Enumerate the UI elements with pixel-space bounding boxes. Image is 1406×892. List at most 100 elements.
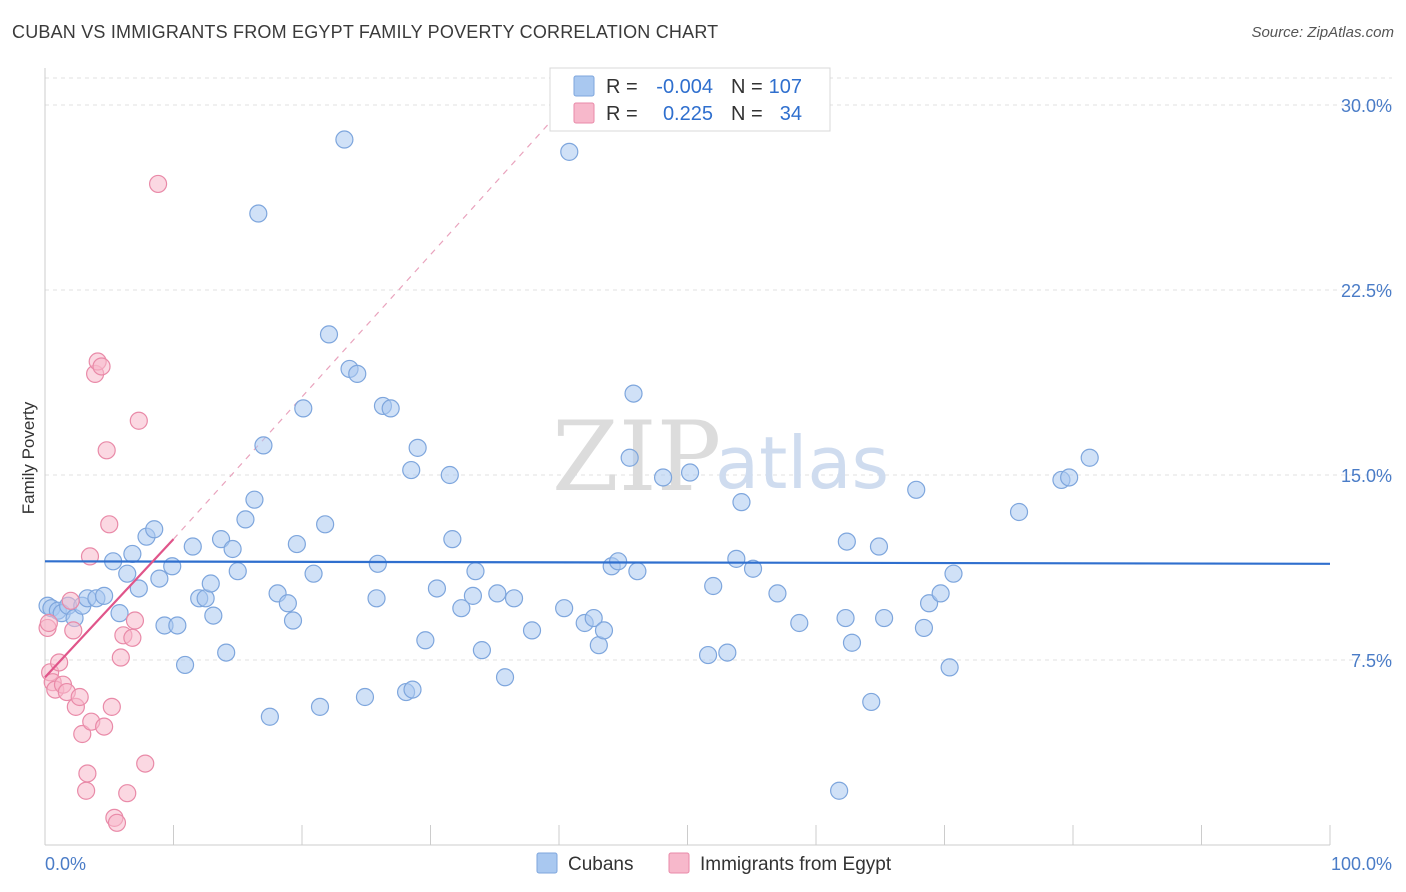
legend-frame: [549, 67, 831, 132]
cuban-point: [837, 532, 856, 551]
cuban-point: [768, 584, 787, 603]
cuban-point: [287, 534, 306, 554]
egypt-point: [61, 591, 80, 610]
cuban-point: [260, 707, 279, 726]
egypt-point: [92, 357, 111, 376]
cuban-point: [620, 448, 639, 467]
y-tick-labels: 7.5% 15.0% 22.5% 30.0%: [1341, 96, 1392, 671]
cuban-point: [653, 468, 673, 487]
cuban-point: [560, 142, 579, 161]
bottom-legend-swatch-egypt: [668, 852, 690, 874]
egypt-point: [111, 648, 130, 667]
cuban-point: [245, 490, 264, 509]
egypt-point: [107, 813, 127, 832]
legend-box: R = -0.004 N = 107 R = 0.225 N = 34: [549, 67, 831, 132]
cuban-point: [408, 438, 427, 457]
cuban-point: [304, 564, 323, 583]
watermark-atlas: atlas: [715, 421, 889, 505]
bottom-legend-swatch-cubans: [536, 852, 558, 874]
cubans-points: [38, 130, 1099, 800]
cuban-point: [522, 621, 542, 640]
cuban-point: [869, 537, 889, 556]
cuban-point: [862, 692, 881, 712]
cuban-point: [698, 645, 718, 665]
cuban-point: [443, 530, 462, 549]
cuban-point: [830, 781, 849, 800]
cuban-point: [940, 658, 959, 677]
cuban-point: [495, 668, 515, 687]
cuban-point: [463, 586, 483, 605]
egypt-trend-line: [44, 538, 175, 679]
cuban-point: [348, 364, 367, 383]
cuban-point: [283, 611, 303, 630]
y-tick-label: 30.0%: [1341, 96, 1392, 116]
cuban-point: [718, 643, 737, 662]
cuban-point: [727, 549, 746, 568]
egypt-point: [123, 628, 142, 647]
cuban-point: [278, 594, 297, 613]
watermark: ZIP atlas: [552, 401, 889, 513]
cuban-point: [175, 655, 195, 675]
cuban-point: [163, 557, 182, 576]
bottom-legend: Cubans Immigrants from Egypt: [536, 852, 892, 875]
legend-r-value-cubans: -0.004: [656, 76, 713, 98]
egypt-point: [125, 611, 145, 630]
cuban-point: [472, 641, 491, 660]
cuban-point: [249, 204, 268, 223]
cuban-point: [129, 579, 148, 598]
egypt-point: [118, 784, 137, 803]
axes: [44, 68, 1331, 846]
cuban-point: [466, 562, 485, 581]
legend-n-label-egypt: N =: [731, 103, 763, 125]
cuban-point: [427, 579, 447, 598]
grid-lines: [45, 77, 1392, 661]
egypt-point: [95, 717, 114, 736]
cuban-point: [416, 631, 435, 650]
bottom-legend-label-egypt: Immigrants from Egypt: [700, 854, 892, 875]
cuban-point: [355, 687, 375, 707]
cuban-point: [368, 554, 387, 573]
cuban-point: [236, 510, 255, 529]
cuban-point: [452, 599, 471, 618]
cuban-point: [254, 436, 273, 455]
cuban-point: [319, 325, 339, 344]
cuban-point: [488, 584, 507, 603]
egypt-point: [97, 441, 116, 460]
cuban-point: [402, 460, 421, 480]
egypt-point: [136, 754, 155, 773]
cuban-point: [440, 465, 459, 485]
cuban-point: [1080, 448, 1099, 467]
cuban-point: [931, 584, 950, 603]
cuban-point: [1009, 502, 1029, 522]
y-tick-label: 22.5%: [1341, 281, 1392, 301]
cuban-point: [628, 562, 647, 581]
cuban-point: [842, 633, 862, 652]
egypt-point: [39, 613, 58, 633]
egypt-point: [73, 724, 92, 744]
cuban-point: [145, 520, 164, 539]
cuban-point: [875, 608, 894, 628]
cuban-point: [504, 589, 524, 608]
cuban-point: [294, 399, 313, 418]
legend-n-label-cubans: N =: [731, 76, 763, 98]
egypt-point: [64, 621, 83, 640]
cuban-point: [367, 589, 386, 608]
cuban-point: [919, 594, 939, 613]
legend-n-value-egypt: 34: [780, 103, 802, 125]
egypt-point: [102, 697, 121, 716]
egypt-point: [148, 174, 168, 194]
cuban-point: [732, 493, 751, 512]
cuban-point: [584, 608, 603, 628]
cuban-point: [680, 463, 700, 482]
cuban-point: [150, 569, 169, 588]
cuban-point: [403, 680, 422, 699]
chart-source: Source: ZipAtlas.com: [1251, 24, 1394, 41]
cuban-point: [624, 384, 643, 403]
egypt-point: [100, 515, 119, 534]
cuban-point: [381, 399, 400, 418]
y-tick-label: 7.5%: [1351, 651, 1392, 671]
y-tick-label: 15.0%: [1341, 466, 1392, 486]
cuban-point: [316, 515, 335, 534]
cuban-point: [704, 576, 723, 596]
cuban-point: [310, 697, 330, 716]
